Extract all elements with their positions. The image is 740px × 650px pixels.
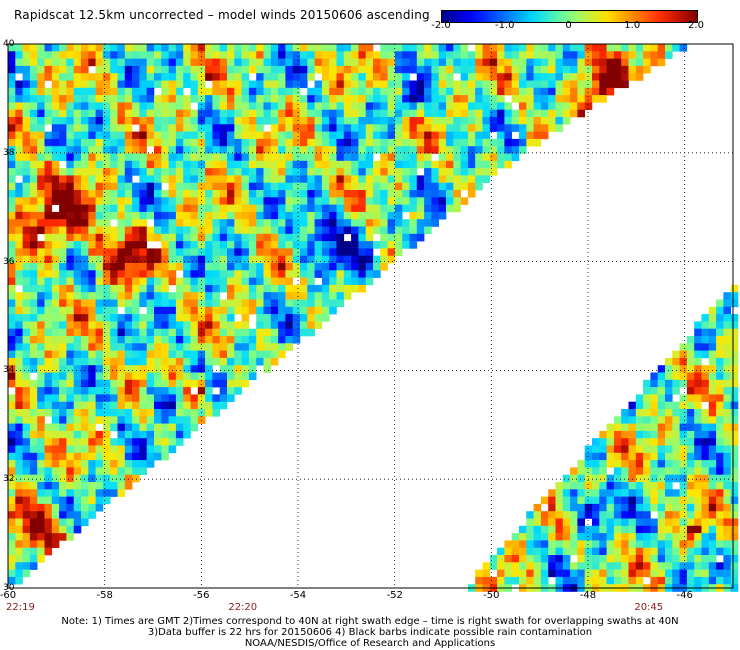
note-line-3: NOAA/NESDIS/Office of Research and Appli… [244, 638, 496, 649]
map-frame [7, 43, 734, 589]
wind-cells [8, 44, 739, 592]
longitude-label: -56 [193, 590, 210, 601]
longitude-label: -46 [676, 590, 693, 601]
longitude-label: -60 [0, 590, 17, 601]
latitude-label: 40 [3, 39, 15, 49]
latitude-label: 30 [3, 583, 15, 593]
longitude-label: -50 [483, 590, 500, 601]
map-title: Rapidscat 12.5km uncorrected – model win… [14, 8, 430, 22]
colorbar-tick: 1.0 [624, 20, 641, 31]
colorbar [441, 10, 698, 23]
swath-time-label: 22:19 [6, 602, 35, 613]
longitude-label: -54 [289, 590, 307, 601]
note-line-2: 3)Data buffer is 22 hrs for 20150606 4) … [147, 627, 593, 638]
colorbar-tick: -1.0 [494, 20, 515, 31]
colorbar-tick: 0 [565, 20, 572, 31]
longitude-label: -58 [96, 590, 113, 601]
colorbar-tick: 2.0 [688, 20, 704, 31]
note-line-1: Note: 1) Times are GMT 2)Times correspon… [61, 616, 679, 627]
swath-time-label: 20:45 [634, 602, 664, 613]
latitude-label: 32 [3, 474, 15, 485]
longitude-label: -52 [386, 590, 403, 601]
longitude-label: -48 [579, 590, 597, 601]
latitude-label: 38 [3, 147, 15, 158]
swath-time-label: 22:20 [228, 602, 258, 613]
latitude-label: 34 [3, 365, 15, 376]
colorbar-tick: -2.0 [431, 20, 451, 31]
latitude-label: 36 [3, 256, 15, 267]
